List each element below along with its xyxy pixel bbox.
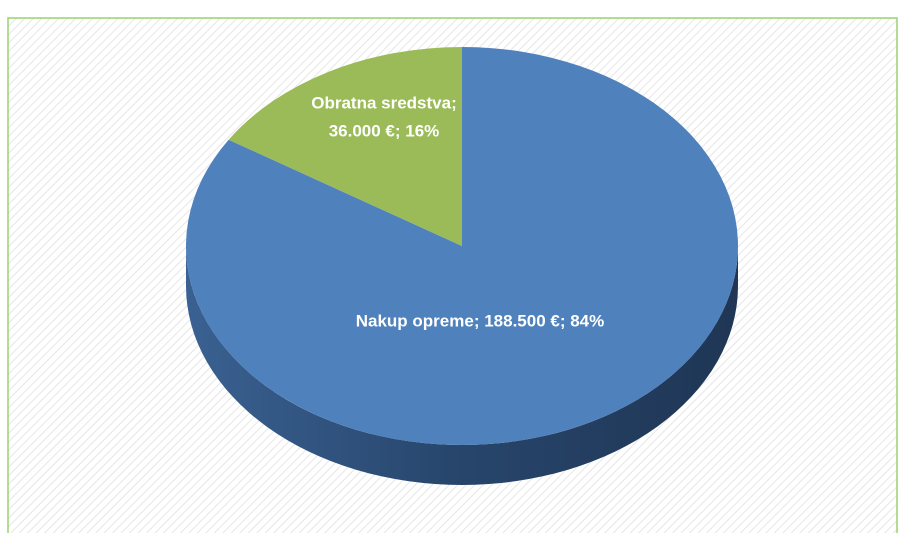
- pie: Nakup opreme; 188.500 €; 84% Obratna sred…: [186, 47, 739, 485]
- slice-side: [186, 246, 738, 485]
- data-label: Nakup opreme; 188.500 €; 84%: [356, 311, 605, 330]
- data-label: 36.000 €; 16%: [329, 121, 440, 140]
- slice: [228, 47, 462, 246]
- data-label: Obratna sredstva;: [311, 93, 457, 112]
- slice: [186, 47, 739, 445]
